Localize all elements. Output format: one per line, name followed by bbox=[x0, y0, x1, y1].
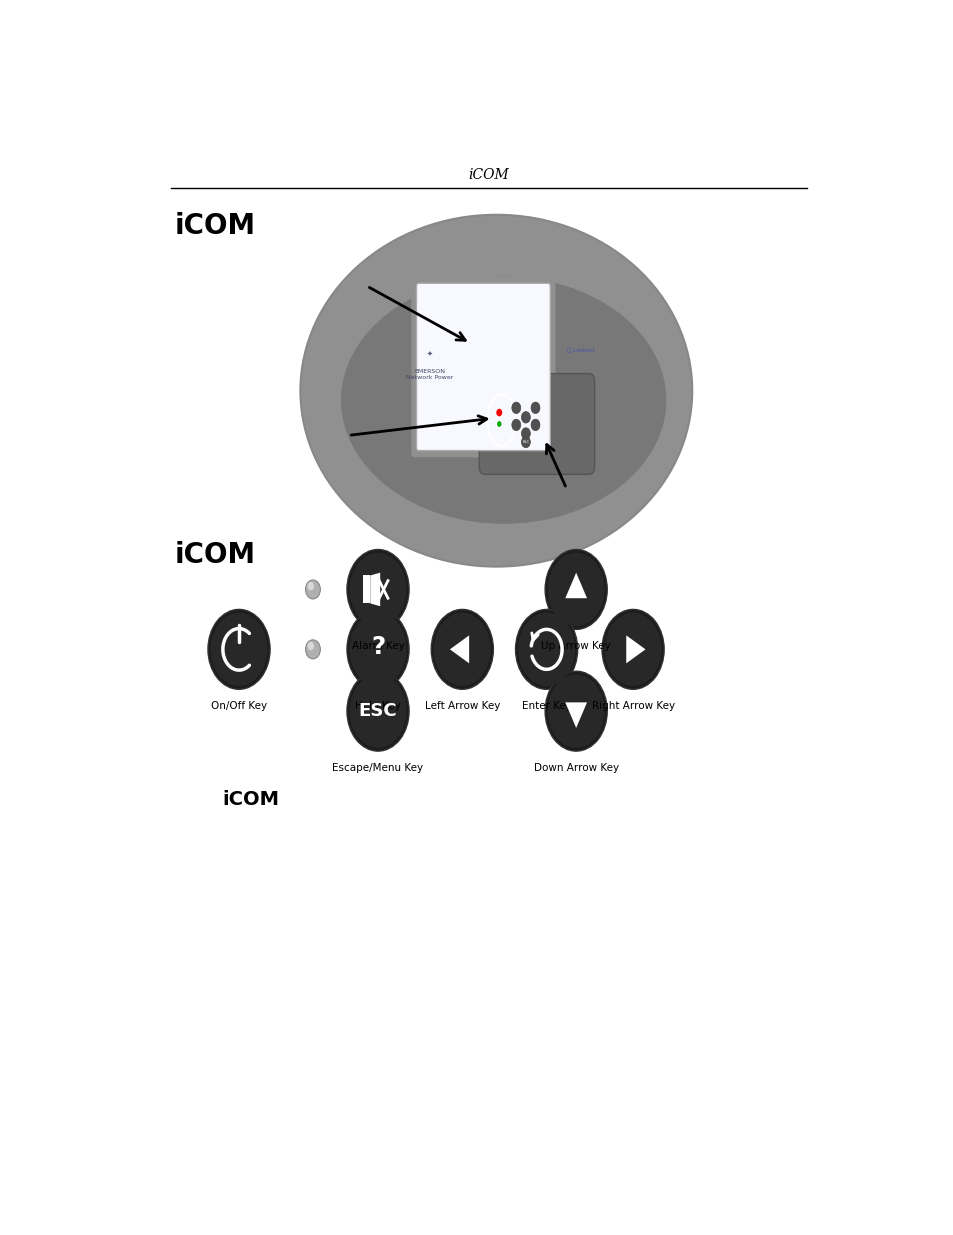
Circle shape bbox=[431, 609, 493, 689]
Circle shape bbox=[512, 403, 520, 414]
Text: Up Arrow Key: Up Arrow Key bbox=[540, 641, 611, 651]
Text: iCOM: iCOM bbox=[468, 168, 509, 182]
Circle shape bbox=[349, 674, 406, 748]
Circle shape bbox=[307, 642, 314, 651]
Text: ?: ? bbox=[371, 635, 385, 659]
Circle shape bbox=[547, 674, 604, 748]
Circle shape bbox=[521, 427, 530, 440]
Circle shape bbox=[496, 409, 501, 416]
Text: iCOM: iCOM bbox=[222, 790, 279, 809]
Text: On/Off Key: On/Off Key bbox=[211, 700, 267, 710]
Circle shape bbox=[512, 419, 520, 431]
Text: iCOM: iCOM bbox=[174, 541, 255, 569]
Circle shape bbox=[305, 640, 320, 658]
Text: Alarm Key: Alarm Key bbox=[352, 641, 404, 651]
Polygon shape bbox=[370, 573, 380, 606]
Circle shape bbox=[604, 613, 661, 687]
Text: Left Arrow Key: Left Arrow Key bbox=[424, 700, 499, 710]
Circle shape bbox=[497, 421, 501, 427]
Circle shape bbox=[434, 613, 491, 687]
Polygon shape bbox=[625, 635, 645, 663]
Text: iCOM: iCOM bbox=[174, 212, 255, 240]
Circle shape bbox=[208, 609, 270, 689]
Text: Right Arrow Key: Right Arrow Key bbox=[591, 700, 674, 710]
Polygon shape bbox=[363, 576, 370, 604]
Circle shape bbox=[347, 609, 409, 689]
Circle shape bbox=[515, 609, 577, 689]
Polygon shape bbox=[565, 703, 586, 727]
Circle shape bbox=[531, 403, 539, 414]
Text: ESC: ESC bbox=[358, 703, 396, 720]
Circle shape bbox=[544, 550, 606, 630]
Text: 🔵 Liebert: 🔵 Liebert bbox=[567, 347, 595, 353]
Ellipse shape bbox=[300, 215, 692, 567]
Circle shape bbox=[305, 580, 320, 599]
Circle shape bbox=[544, 672, 606, 751]
Circle shape bbox=[521, 411, 530, 424]
Text: Enter Key: Enter Key bbox=[521, 700, 571, 710]
Text: EMERSON
Network Power: EMERSON Network Power bbox=[406, 369, 453, 380]
Circle shape bbox=[349, 553, 406, 626]
Circle shape bbox=[547, 553, 604, 626]
FancyBboxPatch shape bbox=[478, 373, 594, 474]
FancyBboxPatch shape bbox=[411, 277, 555, 457]
Polygon shape bbox=[450, 635, 469, 663]
Circle shape bbox=[601, 609, 663, 689]
Circle shape bbox=[531, 419, 539, 431]
Circle shape bbox=[307, 582, 314, 590]
FancyBboxPatch shape bbox=[403, 283, 625, 493]
Circle shape bbox=[347, 550, 409, 630]
Circle shape bbox=[517, 613, 575, 687]
Ellipse shape bbox=[341, 277, 665, 524]
Polygon shape bbox=[565, 573, 586, 598]
Text: ✦: ✦ bbox=[426, 351, 433, 357]
Circle shape bbox=[347, 672, 409, 751]
Text: Help Key: Help Key bbox=[355, 700, 400, 710]
Text: Down Arrow Key: Down Arrow Key bbox=[533, 762, 618, 773]
Circle shape bbox=[211, 613, 267, 687]
Text: ESC: ESC bbox=[522, 440, 529, 445]
Text: Escape/Menu Key: Escape/Menu Key bbox=[332, 762, 423, 773]
Circle shape bbox=[521, 436, 530, 448]
FancyBboxPatch shape bbox=[416, 283, 550, 451]
Circle shape bbox=[349, 613, 406, 687]
